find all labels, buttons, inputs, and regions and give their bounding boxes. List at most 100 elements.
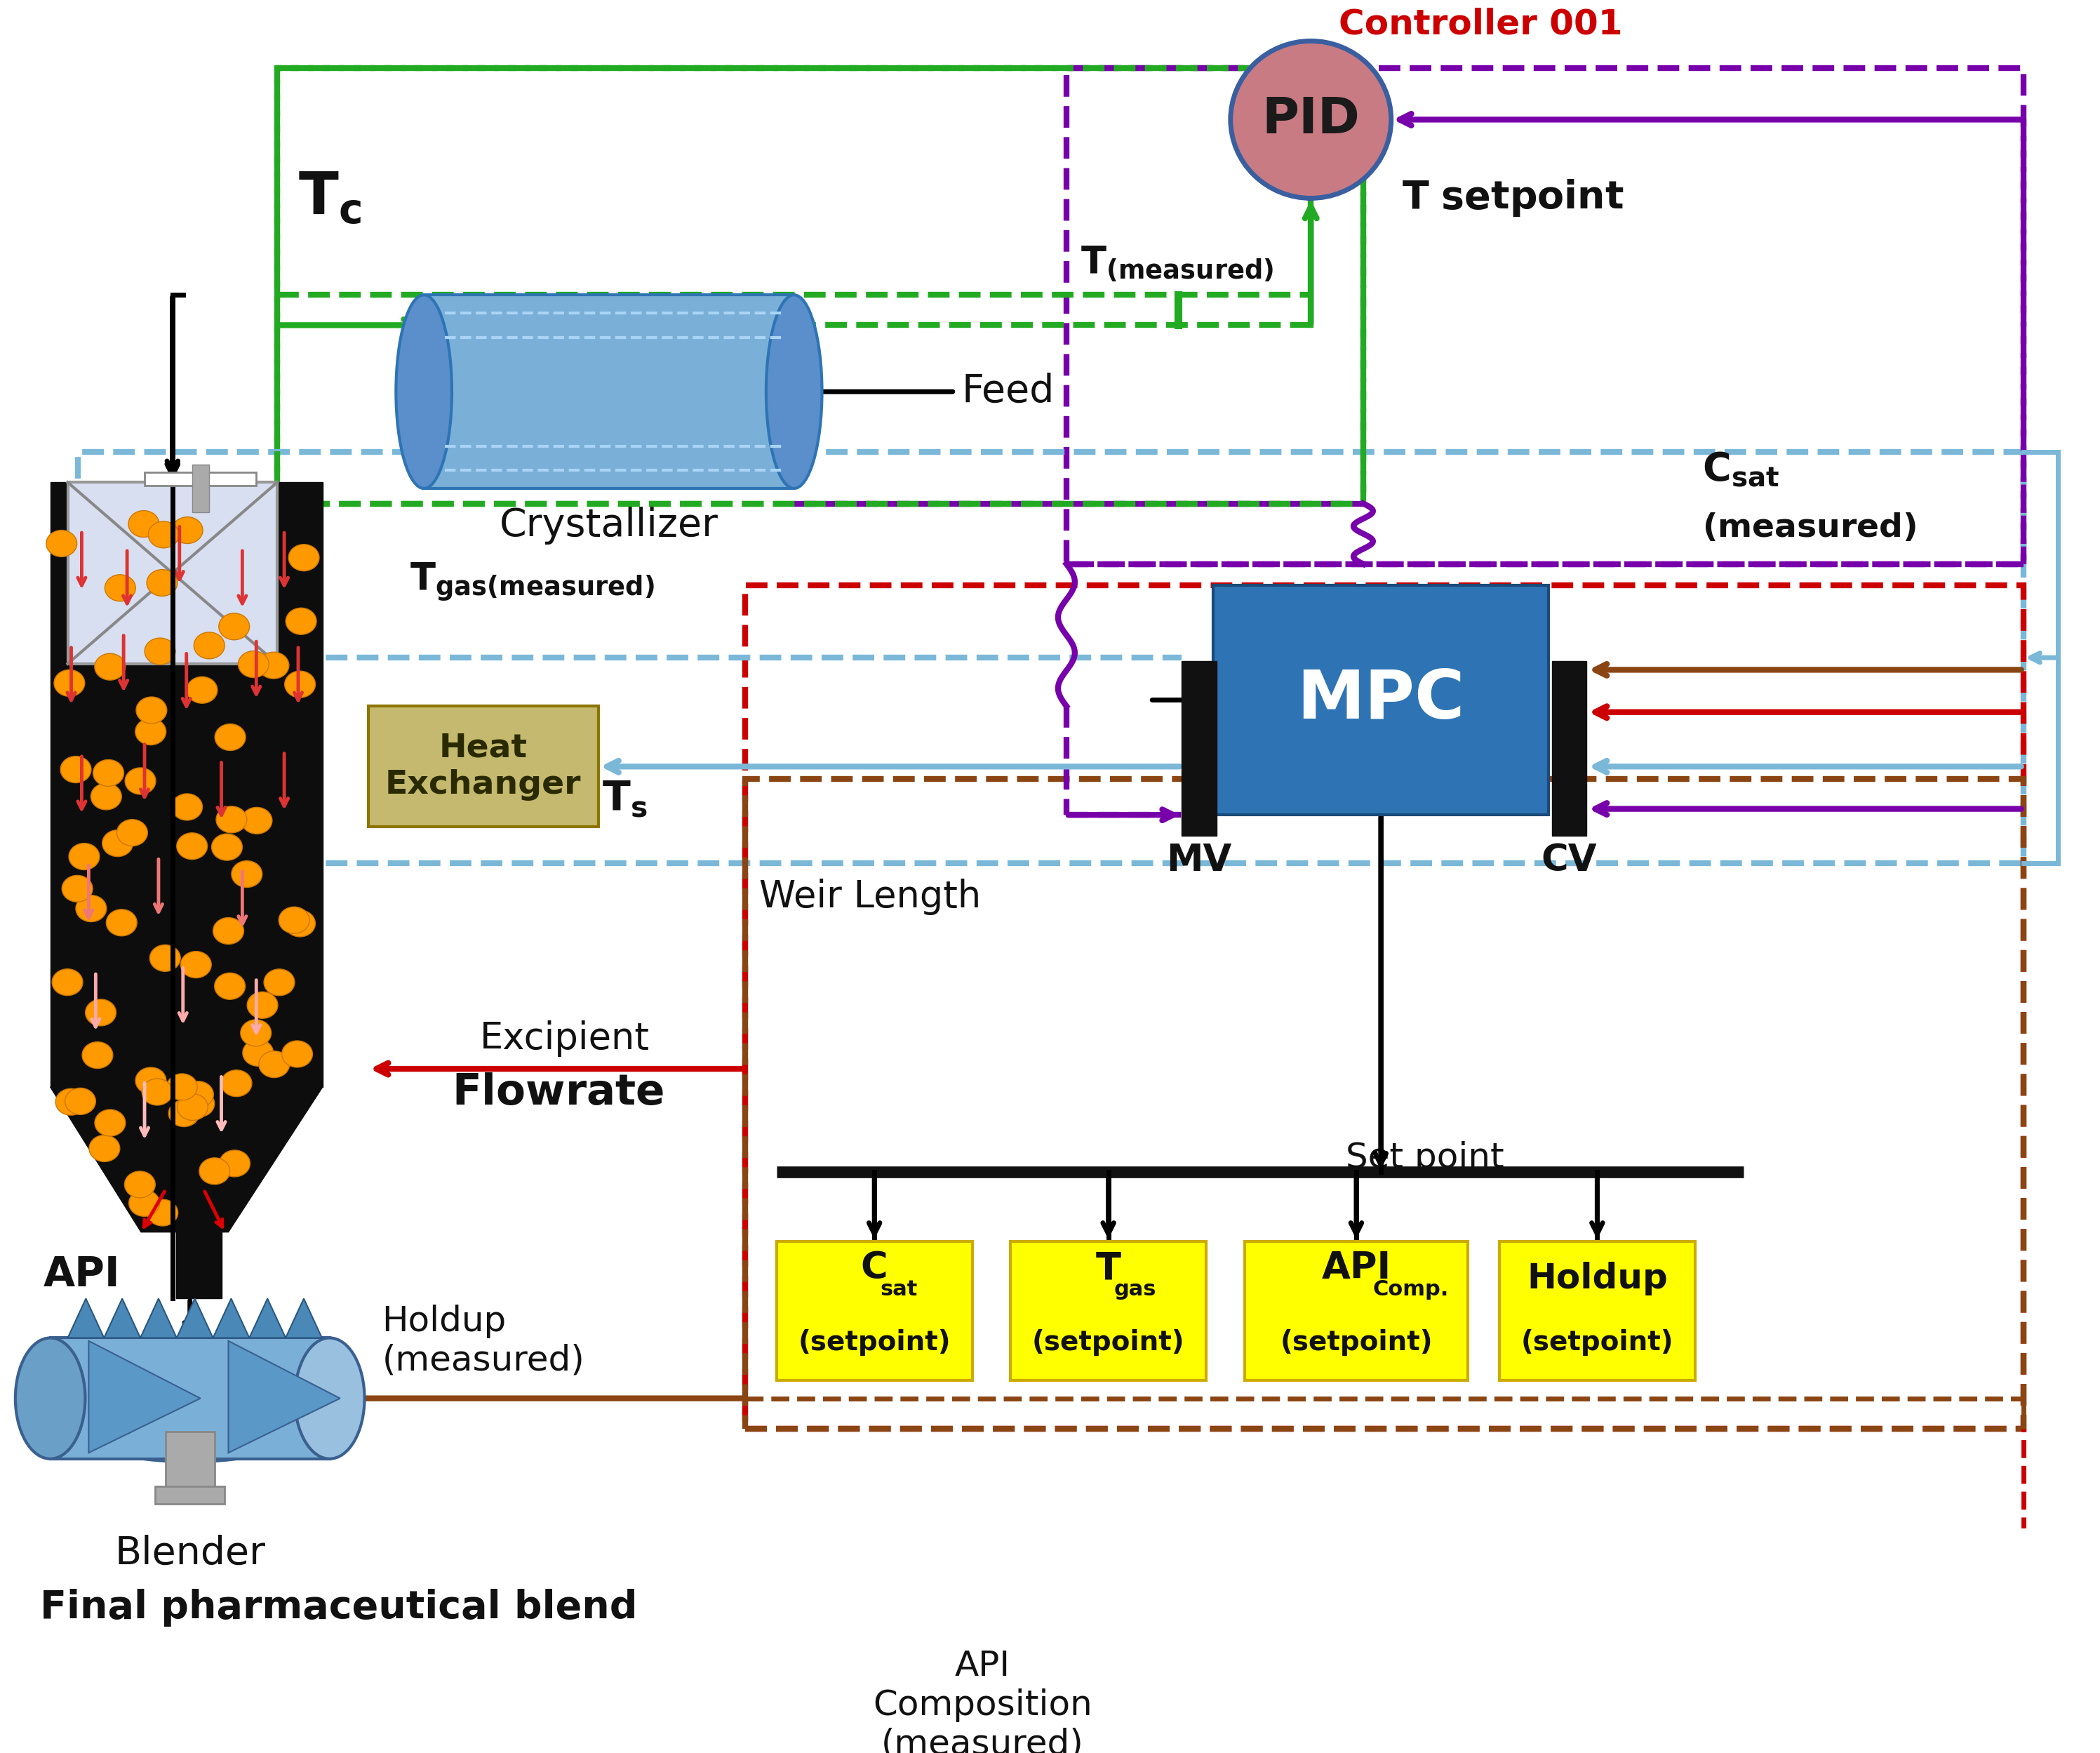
Text: $\mathbf{T_c}$: $\mathbf{T_c}$ <box>298 170 361 226</box>
Circle shape <box>82 1041 113 1068</box>
Text: Feed: Feed <box>962 373 1054 410</box>
Circle shape <box>288 545 319 571</box>
Circle shape <box>244 1040 273 1066</box>
Circle shape <box>168 1101 199 1127</box>
Circle shape <box>147 1199 179 1225</box>
Circle shape <box>86 999 116 1026</box>
Circle shape <box>143 1078 172 1104</box>
Text: Controller 001: Controller 001 <box>1340 7 1623 40</box>
Text: MPC: MPC <box>1296 668 1464 733</box>
Circle shape <box>55 1089 86 1115</box>
Circle shape <box>286 910 315 936</box>
Text: $\mathbf{C_{sat}}$: $\mathbf{C_{sat}}$ <box>1701 451 1779 489</box>
Text: Holdup: Holdup <box>1527 1262 1667 1295</box>
Circle shape <box>183 1090 214 1117</box>
Circle shape <box>69 843 99 869</box>
Circle shape <box>136 698 166 724</box>
Circle shape <box>134 1068 166 1094</box>
Circle shape <box>128 510 160 536</box>
Circle shape <box>147 570 176 596</box>
Text: $\mathbf{T_{gas}}$: $\mathbf{T_{gas}}$ <box>65 689 149 735</box>
Circle shape <box>149 521 179 549</box>
Text: (setpoint): (setpoint) <box>1520 1329 1674 1355</box>
Circle shape <box>61 875 92 903</box>
Circle shape <box>286 608 317 635</box>
Circle shape <box>212 834 242 861</box>
Circle shape <box>216 806 248 833</box>
Circle shape <box>118 819 147 847</box>
Text: T: T <box>1096 1250 1121 1287</box>
Bar <box>166 1432 214 1492</box>
Text: API: API <box>44 1255 120 1294</box>
Polygon shape <box>212 1299 250 1338</box>
Polygon shape <box>176 1232 220 1299</box>
Circle shape <box>88 1136 120 1162</box>
Circle shape <box>212 917 244 945</box>
Text: API
Composition
(measured): API Composition (measured) <box>874 1650 1092 1753</box>
Polygon shape <box>250 1299 286 1338</box>
Circle shape <box>214 724 246 750</box>
Circle shape <box>105 575 136 601</box>
Ellipse shape <box>397 295 452 489</box>
Bar <box>1182 661 1216 836</box>
Text: Weir Length: Weir Length <box>758 878 981 915</box>
Polygon shape <box>176 1299 212 1338</box>
Circle shape <box>76 896 107 922</box>
Circle shape <box>258 652 290 678</box>
Circle shape <box>172 794 202 820</box>
Circle shape <box>103 829 132 857</box>
Circle shape <box>242 808 273 834</box>
Text: Set point: Set point <box>1346 1141 1504 1175</box>
Circle shape <box>166 1073 197 1101</box>
Polygon shape <box>50 482 323 1087</box>
Bar <box>368 706 598 827</box>
Text: Final pharmaceutical blend: Final pharmaceutical blend <box>40 1588 636 1627</box>
Circle shape <box>258 1052 290 1078</box>
Polygon shape <box>105 1299 141 1338</box>
Circle shape <box>220 1069 252 1097</box>
Text: (setpoint): (setpoint) <box>1279 1329 1432 1355</box>
Circle shape <box>281 1041 313 1068</box>
Circle shape <box>94 654 126 680</box>
Circle shape <box>183 1082 214 1108</box>
Circle shape <box>55 670 84 696</box>
Ellipse shape <box>294 1338 365 1458</box>
Circle shape <box>231 861 262 887</box>
Ellipse shape <box>15 1338 86 1458</box>
Circle shape <box>199 1157 229 1185</box>
Ellipse shape <box>36 1341 344 1462</box>
Circle shape <box>126 768 155 794</box>
Text: $\mathbf{(measured)}$: $\mathbf{(measured)}$ <box>1701 512 1915 543</box>
Circle shape <box>218 1150 250 1176</box>
Circle shape <box>134 719 166 745</box>
Bar <box>191 465 208 512</box>
Circle shape <box>181 952 212 978</box>
Text: MV: MV <box>1166 841 1233 878</box>
Circle shape <box>90 784 122 810</box>
Circle shape <box>65 1089 97 1115</box>
Circle shape <box>61 756 90 784</box>
Text: PID: PID <box>1262 95 1361 144</box>
Text: Excipient: Excipient <box>479 1020 649 1057</box>
Circle shape <box>46 529 78 557</box>
Circle shape <box>107 910 136 936</box>
Circle shape <box>94 1110 126 1136</box>
Polygon shape <box>50 1087 323 1232</box>
Text: Comp.: Comp. <box>1373 1280 1449 1299</box>
Circle shape <box>214 973 246 999</box>
Bar <box>1552 661 1588 836</box>
Text: (setpoint): (setpoint) <box>1031 1329 1184 1355</box>
Text: Crystallizer: Crystallizer <box>500 507 718 545</box>
Circle shape <box>242 1020 271 1047</box>
Polygon shape <box>229 1341 340 1453</box>
Bar <box>155 1487 225 1504</box>
Circle shape <box>248 992 277 1018</box>
Text: $\mathbf{T_{gas(measured)}}$: $\mathbf{T_{gas(measured)}}$ <box>410 561 655 603</box>
Circle shape <box>149 945 181 971</box>
Circle shape <box>124 1171 155 1197</box>
Circle shape <box>237 650 269 678</box>
Text: $\mathbf{T_{(measured)}}$: $\mathbf{T_{(measured)}}$ <box>1079 244 1273 282</box>
Circle shape <box>176 1094 208 1120</box>
Text: (setpoint): (setpoint) <box>798 1329 951 1355</box>
Circle shape <box>172 517 204 543</box>
